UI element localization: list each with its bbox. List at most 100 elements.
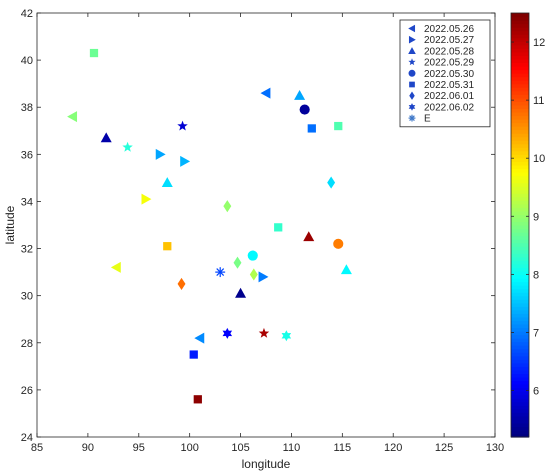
point-2022-06-01-3 [233, 256, 242, 269]
point-2022-05-28-2 [161, 177, 173, 187]
colorbar-segment [511, 73, 529, 78]
legend-marker-2022-05-30 [408, 69, 416, 77]
colorbar-segment [511, 101, 529, 106]
legend-marker-e [408, 114, 416, 122]
colorbar-segment [511, 200, 529, 205]
colorbar-segment [511, 288, 529, 293]
colorbar-segment [511, 175, 529, 180]
colorbar-tick-label-8: 8 [533, 269, 539, 281]
point-2022-05-28-6 [340, 264, 352, 275]
colorbar-segment [511, 30, 529, 35]
colorbar-segment [511, 433, 529, 438]
x-tick-label-105: 105 [231, 442, 249, 454]
point-2022-05-29-2 [122, 141, 133, 152]
colorbar-segment [511, 179, 529, 184]
colorbar-segment [511, 253, 529, 258]
colorbar-segment [511, 44, 529, 49]
point-2022-05-26-1 [67, 111, 78, 123]
colorbar-segment [511, 345, 529, 350]
colorbar-segment [511, 189, 529, 194]
colorbar-tick-label-7: 7 [533, 327, 539, 339]
colorbar-segment [511, 235, 529, 240]
colorbar-segment [511, 267, 529, 272]
colorbar-segment [511, 76, 529, 81]
colorbar-segment [511, 405, 529, 410]
legend-label-2022-05-28: 2022.05.28 [424, 46, 474, 57]
colorbar-segment [511, 37, 529, 42]
colorbar-segment [511, 193, 529, 198]
point-2022-05-28-1 [100, 132, 112, 143]
colorbar-segment [511, 384, 529, 389]
colorbar-segment [511, 62, 529, 67]
colorbar-segment [511, 302, 529, 307]
legend-label-e: E [424, 114, 431, 125]
colorbar-segment [511, 168, 529, 173]
colorbar-segment [511, 256, 529, 261]
point-2022-05-31-5 [163, 242, 172, 251]
colorbar-segment [511, 419, 529, 424]
colorbar-segment [511, 412, 529, 417]
point-2022-05-28-5 [303, 231, 315, 242]
colorbar-segment [511, 355, 529, 360]
colorbar-segment [511, 147, 529, 152]
point-2022-05-30-3 [333, 238, 344, 249]
colorbar-segment [511, 274, 529, 279]
legend-marker-2022-05-26 [408, 24, 416, 33]
colorbar-segment [511, 58, 529, 64]
colorbar-segment [511, 313, 529, 318]
x-tick-label-130: 130 [486, 442, 504, 454]
colorbar-segment [511, 242, 529, 247]
colorbar-segment [511, 232, 529, 237]
colorbar-segment [511, 285, 529, 290]
colorbar-segment [511, 119, 529, 124]
colorbar-segment [511, 150, 529, 155]
colorbar-segment [511, 334, 529, 339]
colorbar-segment [511, 217, 529, 223]
y-tick-label-28: 28 [21, 338, 33, 350]
colorbar-segment [511, 20, 529, 25]
colorbar-segment [511, 164, 529, 170]
colorbar-segment [511, 376, 529, 382]
colorbar-segment [511, 207, 529, 212]
colorbar-segment [511, 172, 529, 177]
colorbar-segment [511, 426, 529, 431]
y-tick-label-36: 36 [21, 149, 33, 161]
colorbar-segment [511, 239, 529, 244]
colorbar-segment [511, 157, 529, 162]
colorbar-segment [511, 306, 529, 311]
point-2022-06-01-5 [177, 277, 186, 290]
colorbar-segment [511, 87, 529, 92]
colorbar-segment [511, 115, 529, 120]
x-tick-label-120: 120 [384, 442, 402, 454]
colorbar-segment [511, 398, 529, 403]
colorbar-segment [511, 80, 529, 85]
colorbar-segment [511, 34, 529, 39]
colorbar-segment [511, 362, 529, 367]
legend-marker-2022-06-02 [408, 103, 416, 111]
legend-label-2022-06-01: 2022.06.01 [424, 91, 474, 102]
colorbar-segment [511, 246, 529, 251]
colorbar-segment [511, 90, 529, 95]
colorbar-segment [511, 104, 529, 109]
colorbar-segment [511, 369, 529, 374]
y-tick-label-24: 24 [21, 432, 33, 444]
y-tick-label-34: 34 [21, 196, 33, 208]
x-tick-label-110: 110 [283, 442, 301, 454]
colorbar-segment [511, 299, 529, 304]
colorbar-segment [511, 97, 529, 102]
point-2022-06-01-4 [249, 268, 258, 281]
colorbar-segment [511, 140, 529, 145]
colorbar-segment [511, 316, 529, 321]
legend-label-2022-05-30: 2022.05.30 [424, 69, 474, 80]
colorbar-segment [511, 23, 529, 28]
colorbar-segment [511, 352, 529, 357]
legend-label-2022-05-27: 2022.05.27 [424, 35, 474, 46]
colorbar-segment [511, 270, 529, 276]
x-axis-label: longitude [242, 457, 291, 471]
colorbar-segment [511, 143, 529, 148]
colorbar-segment [511, 51, 529, 56]
legend-label-2022-06-02: 2022.06.02 [424, 102, 474, 113]
colorbar-segment [511, 327, 529, 332]
plot-frame [36, 12, 496, 438]
